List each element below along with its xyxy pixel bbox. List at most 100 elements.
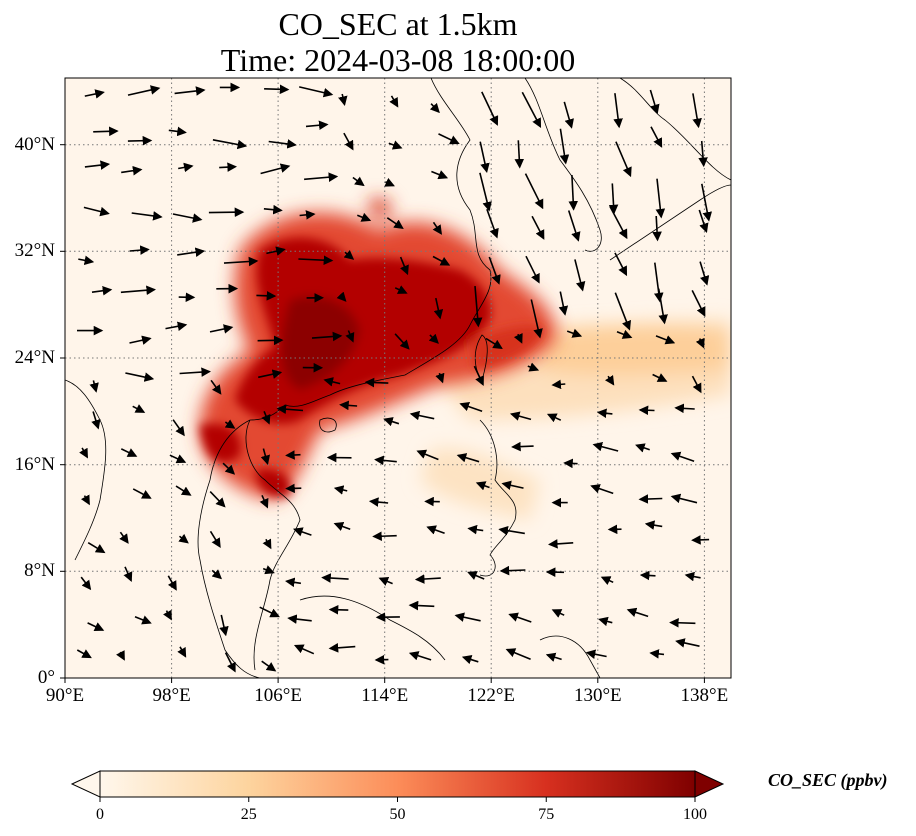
colorbar-tick-50: 50 (389, 806, 406, 823)
wind-vector (163, 609, 172, 621)
wind-vector (408, 600, 435, 611)
wind-vector (80, 576, 92, 591)
wind-vector (486, 208, 499, 239)
axis-ticks (60, 144, 705, 683)
wind-vector (414, 574, 441, 584)
co-plume-core (200, 237, 545, 497)
wind-vector (134, 615, 152, 625)
wind-vector (87, 622, 105, 632)
wind-vector (514, 140, 525, 169)
wind-vector (467, 524, 484, 535)
wind-vector (224, 652, 236, 673)
wind-vector (178, 533, 189, 544)
wind-vector (509, 411, 532, 421)
colorbar (70, 770, 725, 802)
wind-vector (378, 577, 393, 586)
wind-vector (345, 330, 355, 343)
wind-vector (388, 140, 403, 150)
wind-vector (83, 206, 110, 217)
wind-vector (259, 494, 269, 509)
wind-vector (501, 480, 524, 491)
wind-vector (132, 404, 146, 413)
wind-vector (499, 565, 526, 576)
wind-vector (644, 520, 663, 530)
lon-label-122: 122°E (467, 685, 516, 706)
wind-vector (328, 643, 356, 653)
wind-vector (212, 139, 248, 150)
lon-label-98: 98°E (152, 685, 191, 706)
wind-vector (119, 531, 129, 544)
wind-vector (208, 207, 245, 218)
wind-vector (527, 362, 540, 372)
wind-vector (416, 449, 439, 461)
map-time: Time: 2024-03-08 18:00:00 (220, 42, 576, 78)
wind-vector (389, 95, 399, 108)
wind-vector (298, 255, 334, 266)
wind-vector (91, 286, 113, 296)
wind-vector (333, 521, 351, 531)
colorbar-tick-75: 75 (538, 806, 555, 823)
map-area (65, 78, 731, 678)
wind-vector (473, 365, 484, 386)
wind-vector (613, 93, 623, 129)
wind-vector (426, 525, 445, 535)
lat-label-32: 32°N (14, 240, 55, 261)
wind-vector (695, 337, 705, 349)
wind-vector (352, 176, 365, 187)
wind-vector (481, 91, 499, 126)
wind-vector (264, 84, 290, 95)
wind-vector (652, 215, 662, 242)
wind-vector (209, 491, 226, 508)
wind-vector (256, 290, 277, 301)
wind-vector (121, 165, 143, 176)
wind-vector (343, 250, 355, 260)
wind-vector (292, 527, 312, 537)
wind-vector (600, 576, 614, 586)
wind-vector (299, 86, 334, 98)
wind-vector (592, 442, 619, 452)
lon-label-138: 138°E (680, 685, 729, 706)
wind-vector (638, 494, 663, 504)
wind-vector (299, 210, 316, 220)
wind-vector (287, 614, 312, 624)
wind-vector (268, 139, 297, 149)
wind-vector (263, 204, 283, 215)
wind-vector (432, 255, 451, 266)
lat-label-40: 40°N (14, 134, 55, 155)
wind-vector (179, 367, 211, 377)
wind-vector (333, 485, 348, 495)
wind-vector (684, 571, 701, 582)
wind-vector (132, 488, 152, 499)
wind-vector (435, 372, 445, 384)
wind-vector (698, 209, 709, 234)
wind-vector (563, 101, 574, 129)
wind-vector (467, 571, 485, 581)
wind-vector (259, 606, 280, 618)
wind-vector (559, 128, 570, 165)
lon-label-90: 90°E (45, 685, 85, 706)
wind-vector (172, 419, 185, 437)
wind-vector (598, 616, 613, 627)
wind-vector (260, 163, 291, 175)
wind-vector (609, 206, 628, 240)
wind-vector (508, 612, 532, 623)
wind-vector (429, 102, 440, 114)
colorbar-tick-100: 100 (683, 806, 707, 823)
wind-vector (129, 335, 152, 345)
wind-vector (475, 481, 490, 491)
wind-vector (511, 441, 534, 452)
colorbar-gradient (99, 770, 696, 798)
wind-vector (675, 638, 700, 648)
wind-vector (222, 462, 236, 475)
wind-vector (169, 454, 187, 464)
wind-vector (626, 607, 649, 618)
lat-label-24: 24°N (14, 347, 55, 368)
wind-vector (91, 411, 101, 430)
wind-vector (649, 89, 660, 115)
wind-vector (357, 212, 372, 222)
wind-vector (323, 377, 341, 387)
wind-vector (691, 375, 702, 394)
wind-vector (285, 450, 301, 460)
wind-vector (701, 183, 712, 222)
